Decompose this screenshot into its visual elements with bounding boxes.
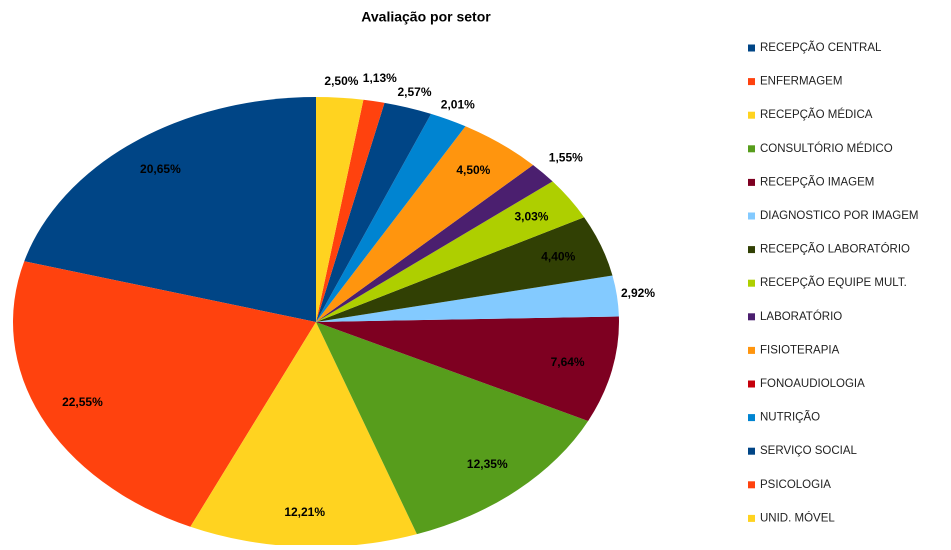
legend-label: NUTRIÇÃO <box>760 411 820 424</box>
pie-slice <box>316 113 466 322</box>
data-label: 12,35% <box>467 457 508 471</box>
legend-label: RECEPÇÃO MÉDICA <box>760 108 873 121</box>
data-label: 2,50% <box>324 74 358 88</box>
legend-label: FISIOTERAPIA <box>760 344 840 356</box>
legend-swatch <box>748 78 755 86</box>
legend-label: DIAGNOSTICO POR IMAGEM <box>760 210 918 222</box>
data-label: 2,01% <box>441 98 475 112</box>
legend-label: FONOAUDIOLOGIA <box>760 378 865 390</box>
chart-title: Avaliação por setor <box>361 9 491 25</box>
data-label: 4,50% <box>456 163 490 177</box>
pie-slice <box>316 97 364 322</box>
pie-slice <box>13 261 317 527</box>
data-label: 12,21% <box>284 505 325 519</box>
legend-swatch <box>748 44 755 52</box>
pie-slice <box>316 275 619 322</box>
legend-swatch <box>748 346 755 354</box>
legend-swatch <box>748 178 755 186</box>
pie-slice <box>316 102 432 322</box>
pie-slice <box>316 217 613 322</box>
legend-label: UNID. MÓVEL <box>760 511 835 524</box>
legend-swatch <box>748 380 755 388</box>
data-label: 1,13% <box>363 71 397 85</box>
data-label: 2,57% <box>398 85 432 99</box>
pie-slice <box>316 316 619 421</box>
legend-swatch <box>748 447 755 455</box>
legend-label: RECEPÇÃO IMAGEM <box>760 175 874 188</box>
legend-swatch <box>748 414 755 422</box>
pie-slice <box>316 181 585 322</box>
legend-swatch <box>748 514 755 522</box>
legend-swatch <box>748 313 755 321</box>
pie-slice <box>190 322 417 547</box>
data-label: 1,55% <box>549 150 583 164</box>
legend-label: RECEPÇÃO LABORATÓRIO <box>760 243 910 256</box>
legend-label: SERVIÇO SOCIAL <box>760 445 858 457</box>
data-label: 2,92% <box>621 286 655 300</box>
pie-slice <box>316 126 534 322</box>
pie-slice <box>24 97 317 322</box>
legend-label: PSICOLOGIA <box>760 479 831 491</box>
legend-label: RECEPÇÃO CENTRAL <box>760 41 882 54</box>
pie-slice <box>316 322 589 535</box>
pie-slice <box>316 99 385 323</box>
legend-swatch <box>748 481 755 489</box>
legend-label: RECEPÇÃO EQUIPE MULT. <box>760 276 907 289</box>
legend-label: ENFERMAGEM <box>760 76 842 88</box>
data-label: 7,64% <box>551 355 585 369</box>
legend-label: CONSULTÓRIO MÉDICO <box>760 142 893 155</box>
pie-slice <box>316 165 553 322</box>
legend-swatch <box>748 279 755 287</box>
legend-swatch <box>748 246 755 254</box>
legend-swatch <box>748 111 755 119</box>
data-label: 3,03% <box>514 209 548 223</box>
legend-swatch <box>748 145 755 153</box>
data-label: 4,40% <box>541 249 575 263</box>
data-label: 20,65% <box>140 162 181 176</box>
legend-label: LABORATÓRIO <box>760 310 842 323</box>
data-label: 22,55% <box>62 395 103 409</box>
legend-swatch <box>748 212 755 220</box>
